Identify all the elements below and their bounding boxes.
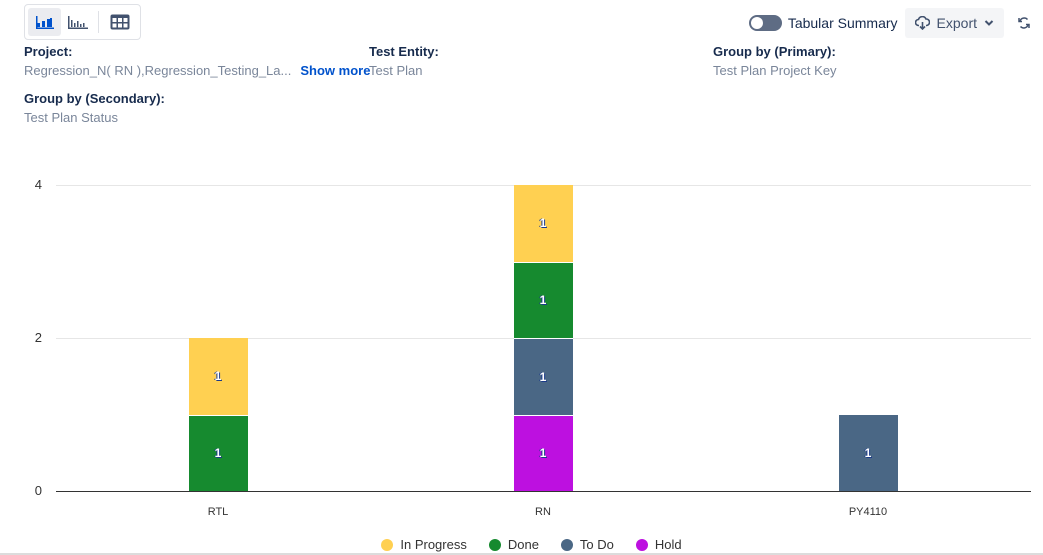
bar-segment-to-do[interactable]: 1 — [838, 414, 898, 491]
legend-dot-icon — [488, 538, 501, 551]
bar-segment-hold[interactable]: 1 — [513, 414, 573, 491]
show-more-link[interactable]: Show more — [300, 63, 371, 78]
y-tick-label: 4 — [34, 177, 42, 192]
legend-label: To Do — [579, 537, 614, 552]
bar-segment-done[interactable]: 1 — [513, 261, 573, 338]
group-by-secondary-label: Group by (Secondary): — [24, 91, 165, 106]
group-by-secondary-value: Test Plan Status — [24, 110, 118, 125]
x-axis-line — [56, 491, 1031, 492]
legend-item-hold[interactable]: Hold — [635, 537, 682, 552]
cloud-download-icon — [914, 16, 930, 30]
stacked-bar-chart-icon — [35, 16, 54, 29]
refresh-icon — [1018, 17, 1030, 29]
legend-item-done[interactable]: Done — [488, 537, 539, 552]
table-grid-icon — [110, 14, 130, 30]
stacked-bar-view-button[interactable] — [28, 8, 62, 36]
project-filter: Project: Regression_N( RN ),Regression_T… — [24, 43, 370, 79]
bar-segment-done[interactable]: 1 — [188, 414, 248, 491]
legend-item-to-do[interactable]: To Do — [560, 537, 614, 552]
x-axis-label: RN — [535, 506, 551, 518]
group-by-primary-value: Test Plan Project Key — [713, 63, 837, 78]
bar-chart-icon — [68, 16, 89, 29]
legend-label: Done — [507, 537, 539, 552]
group-by-primary-filter: Group by (Primary): Test Plan Project Ke… — [713, 43, 837, 79]
x-axis-label: RTL — [207, 506, 229, 518]
chart-type-switcher — [24, 4, 141, 40]
stacked-bar-chart: 0 2 4 1 1 RTL 1 1 1 1 RN 1 PY4110 — [0, 150, 1043, 555]
tabular-summary-toggle[interactable] — [748, 15, 782, 31]
toggle-knob — [750, 17, 763, 29]
bar-segment-to-do[interactable]: 1 — [513, 338, 573, 415]
legend-item-in-progress[interactable]: In Progress — [381, 537, 467, 552]
export-label: Export — [936, 15, 977, 31]
export-button[interactable]: Export — [904, 8, 1004, 38]
test-entity-filter: Test Entity: Test Plan — [369, 43, 439, 79]
top-right-controls: Tabular Summary Export — [748, 8, 1031, 38]
bar-py4110: 1 — [838, 414, 898, 491]
x-axis-label: PY4110 — [848, 506, 888, 518]
legend-label: In Progress — [400, 537, 467, 552]
chart-legend: In Progress Done To Do Hold — [0, 537, 1043, 552]
refresh-button[interactable] — [1017, 16, 1031, 30]
test-entity-value: Test Plan — [369, 63, 423, 78]
tabular-summary-label: Tabular Summary — [787, 15, 898, 31]
legend-label: Hold — [654, 537, 682, 552]
legend-dot-icon — [560, 538, 573, 551]
bar-view-button[interactable] — [61, 8, 94, 36]
legend-dot-icon — [635, 538, 648, 551]
test-entity-label: Test Entity: — [369, 44, 439, 59]
legend-dot-icon — [381, 538, 394, 551]
divider — [0, 553, 1043, 555]
y-tick-label: 0 — [34, 483, 42, 498]
project-value: Regression_N( RN ),Regression_Testing_La… — [24, 63, 292, 78]
table-view-button[interactable] — [104, 8, 137, 36]
chevron-down-icon — [984, 20, 994, 26]
project-label: Project: — [24, 44, 73, 59]
group-by-secondary-filter: Group by (Secondary): Test Plan Status — [24, 90, 165, 126]
group-by-primary-label: Group by (Primary): — [713, 44, 836, 59]
y-tick-label: 2 — [34, 330, 42, 345]
bar-segment-in-progress[interactable]: 1 — [188, 338, 248, 415]
bar-segment-in-progress[interactable]: 1 — [513, 185, 573, 262]
divider — [97, 11, 99, 33]
